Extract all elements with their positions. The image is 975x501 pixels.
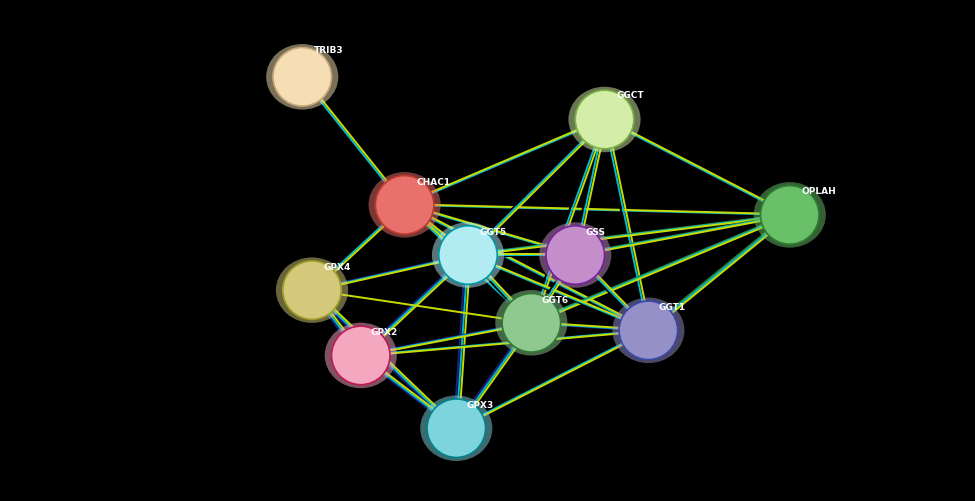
Ellipse shape [420,396,492,461]
Text: GPX2: GPX2 [370,328,398,337]
Text: CHAC1: CHAC1 [416,177,450,186]
Ellipse shape [432,223,504,288]
Ellipse shape [273,49,332,107]
Ellipse shape [612,298,684,363]
Ellipse shape [546,226,604,285]
Ellipse shape [760,186,819,244]
Text: OPLAH: OPLAH [801,186,837,195]
Text: GPX4: GPX4 [324,263,351,272]
Ellipse shape [619,302,678,360]
Ellipse shape [439,226,497,285]
Ellipse shape [332,327,390,385]
Text: TRIB3: TRIB3 [314,46,343,55]
Ellipse shape [427,399,486,457]
Ellipse shape [495,291,567,356]
Text: GGT1: GGT1 [658,303,685,312]
Text: GSS: GSS [585,227,605,236]
Ellipse shape [568,88,641,153]
Text: GGCT: GGCT [616,91,644,100]
Ellipse shape [502,294,561,352]
Ellipse shape [754,183,826,248]
Ellipse shape [266,45,338,110]
Ellipse shape [325,323,397,388]
Ellipse shape [283,262,341,320]
Ellipse shape [369,173,441,238]
Ellipse shape [575,91,634,149]
Ellipse shape [539,223,611,288]
Ellipse shape [375,176,434,234]
Ellipse shape [276,258,348,323]
Text: GPX3: GPX3 [466,400,493,409]
Text: GGT5: GGT5 [480,227,507,236]
Text: GGT6: GGT6 [541,295,568,304]
